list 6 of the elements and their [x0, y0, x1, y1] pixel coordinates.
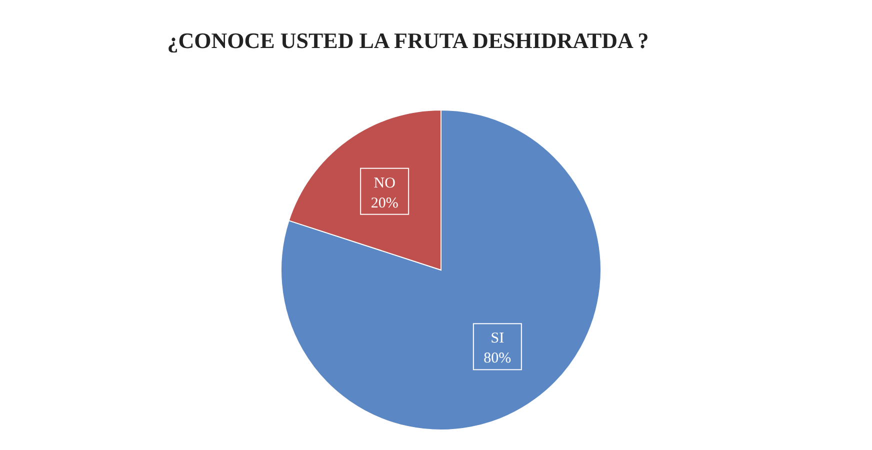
chart-title: ¿CONOCE USTED LA FRUTA DESHIDRATDA ? — [167, 28, 649, 53]
slice-label: NO — [374, 175, 396, 192]
data-label: 20% — [370, 195, 398, 212]
pie-slice — [280, 110, 602, 430]
slice-label: SI — [490, 330, 504, 347]
data-label: 80% — [484, 350, 512, 367]
